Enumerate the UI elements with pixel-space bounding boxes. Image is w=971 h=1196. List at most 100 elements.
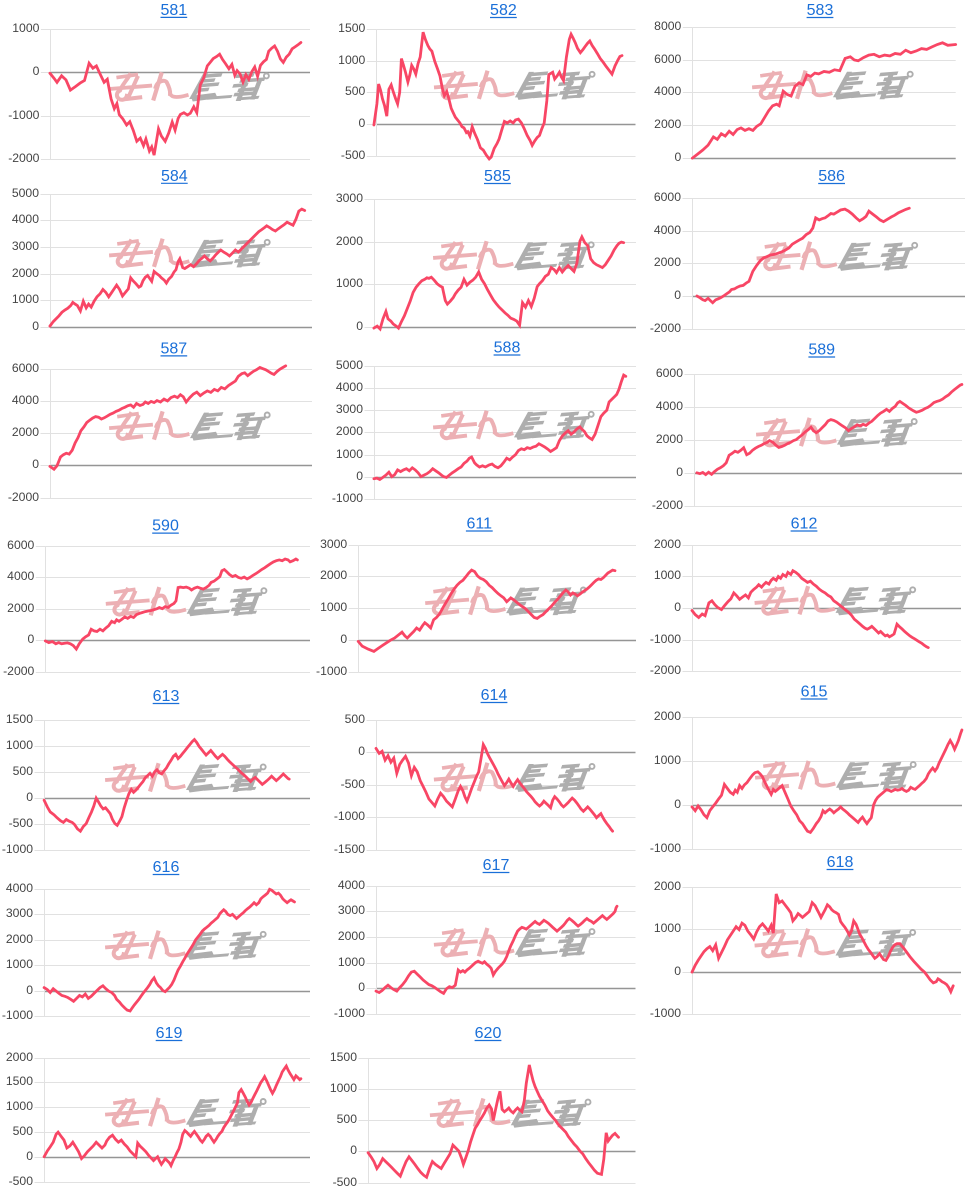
svg-text:2000: 2000	[338, 929, 365, 943]
svg-text:500: 500	[337, 1112, 358, 1126]
svg-text:2000: 2000	[656, 432, 683, 446]
svg-text:500: 500	[345, 84, 366, 98]
svg-text:2000: 2000	[320, 568, 347, 582]
svg-text:3000: 3000	[336, 191, 363, 205]
svg-text:1000: 1000	[338, 955, 365, 969]
svg-text:4000: 4000	[656, 399, 683, 413]
svg-text:611: 611	[467, 516, 493, 533]
svg-text:-1000: -1000	[650, 632, 681, 646]
svg-text:581: 581	[160, 2, 187, 19]
svg-text:1000: 1000	[654, 921, 681, 935]
svg-text:4000: 4000	[336, 380, 363, 394]
svg-text:6000: 6000	[7, 538, 34, 552]
svg-text:2000: 2000	[654, 117, 681, 131]
svg-text:-500: -500	[341, 777, 366, 791]
svg-text:-2000: -2000	[3, 664, 34, 678]
svg-text:500: 500	[345, 712, 366, 726]
svg-text:0: 0	[674, 288, 681, 302]
svg-text:3000: 3000	[338, 903, 365, 917]
svg-text:1000: 1000	[336, 276, 363, 290]
svg-text:2000: 2000	[654, 879, 681, 893]
svg-text:500: 500	[13, 1124, 34, 1138]
svg-text:6000: 6000	[656, 366, 683, 380]
svg-text:1000: 1000	[654, 753, 681, 767]
svg-text:-2000: -2000	[8, 490, 39, 504]
svg-text:-1000: -1000	[2, 842, 33, 856]
svg-text:614: 614	[481, 687, 508, 704]
svg-text:0: 0	[33, 64, 40, 78]
svg-text:2000: 2000	[336, 424, 363, 438]
svg-text:4000: 4000	[12, 212, 39, 226]
svg-text:-500: -500	[341, 148, 366, 162]
svg-text:-500: -500	[9, 816, 34, 830]
svg-text:4000: 4000	[654, 84, 681, 98]
svg-text:4000: 4000	[6, 881, 33, 895]
svg-text:619: 619	[156, 1025, 183, 1042]
svg-text:-1000: -1000	[334, 809, 365, 823]
svg-text:617: 617	[483, 857, 510, 874]
svg-text:0: 0	[358, 980, 365, 994]
svg-text:-1000: -1000	[332, 491, 363, 505]
svg-text:0: 0	[26, 1149, 33, 1163]
svg-text:0: 0	[356, 469, 363, 483]
svg-text:613: 613	[153, 688, 180, 705]
svg-text:1500: 1500	[338, 21, 365, 35]
svg-text:587: 587	[160, 340, 187, 357]
svg-text:0: 0	[350, 1143, 357, 1157]
svg-text:582: 582	[490, 2, 517, 19]
svg-text:615: 615	[801, 684, 828, 701]
svg-text:4000: 4000	[338, 878, 365, 892]
svg-text:2000: 2000	[12, 266, 39, 280]
svg-text:-1000: -1000	[650, 1006, 681, 1020]
svg-text:2000: 2000	[654, 255, 681, 269]
svg-text:588: 588	[494, 340, 521, 357]
svg-text:-1000: -1000	[316, 664, 347, 678]
svg-text:2000: 2000	[336, 234, 363, 248]
svg-text:-2000: -2000	[650, 321, 681, 335]
svg-text:-1000: -1000	[8, 108, 39, 122]
svg-text:5000: 5000	[12, 186, 39, 200]
svg-text:0: 0	[356, 319, 363, 333]
svg-text:1000: 1000	[6, 957, 33, 971]
svg-text:0: 0	[32, 457, 39, 471]
svg-text:0: 0	[674, 964, 681, 978]
svg-text:616: 616	[153, 859, 180, 876]
svg-text:2000: 2000	[12, 425, 39, 439]
svg-text:1500: 1500	[330, 1050, 357, 1064]
svg-text:2000: 2000	[654, 709, 681, 723]
svg-text:0: 0	[26, 790, 33, 804]
svg-text:6000: 6000	[12, 361, 39, 375]
svg-text:0: 0	[340, 632, 347, 646]
svg-text:500: 500	[13, 764, 34, 778]
svg-text:0: 0	[28, 632, 35, 646]
svg-text:590: 590	[152, 518, 179, 535]
svg-text:6000: 6000	[654, 190, 681, 204]
svg-text:-2000: -2000	[8, 151, 39, 165]
svg-text:1000: 1000	[6, 738, 33, 752]
svg-text:4000: 4000	[7, 569, 34, 583]
svg-text:-1000: -1000	[334, 1006, 365, 1020]
svg-text:4000: 4000	[654, 223, 681, 237]
svg-text:3000: 3000	[12, 239, 39, 253]
svg-text:2000: 2000	[7, 601, 34, 615]
svg-text:1000: 1000	[12, 21, 39, 35]
svg-text:3000: 3000	[6, 906, 33, 920]
svg-text:584: 584	[161, 168, 188, 185]
svg-text:-2000: -2000	[650, 663, 681, 677]
svg-text:2000: 2000	[654, 537, 681, 551]
svg-text:586: 586	[818, 168, 845, 185]
svg-text:6000: 6000	[654, 52, 681, 66]
svg-text:0: 0	[676, 465, 683, 479]
svg-text:-500: -500	[9, 1174, 34, 1188]
svg-text:-1000: -1000	[2, 1008, 33, 1022]
svg-text:1000: 1000	[330, 1081, 357, 1095]
svg-text:2000: 2000	[6, 932, 33, 946]
svg-text:5000: 5000	[336, 358, 363, 372]
svg-text:589: 589	[808, 342, 835, 359]
svg-text:-2000: -2000	[652, 498, 683, 512]
svg-text:-500: -500	[333, 1175, 358, 1189]
svg-text:1000: 1000	[320, 600, 347, 614]
svg-text:1000: 1000	[654, 568, 681, 582]
svg-text:1000: 1000	[6, 1099, 33, 1113]
svg-text:583: 583	[807, 2, 834, 19]
